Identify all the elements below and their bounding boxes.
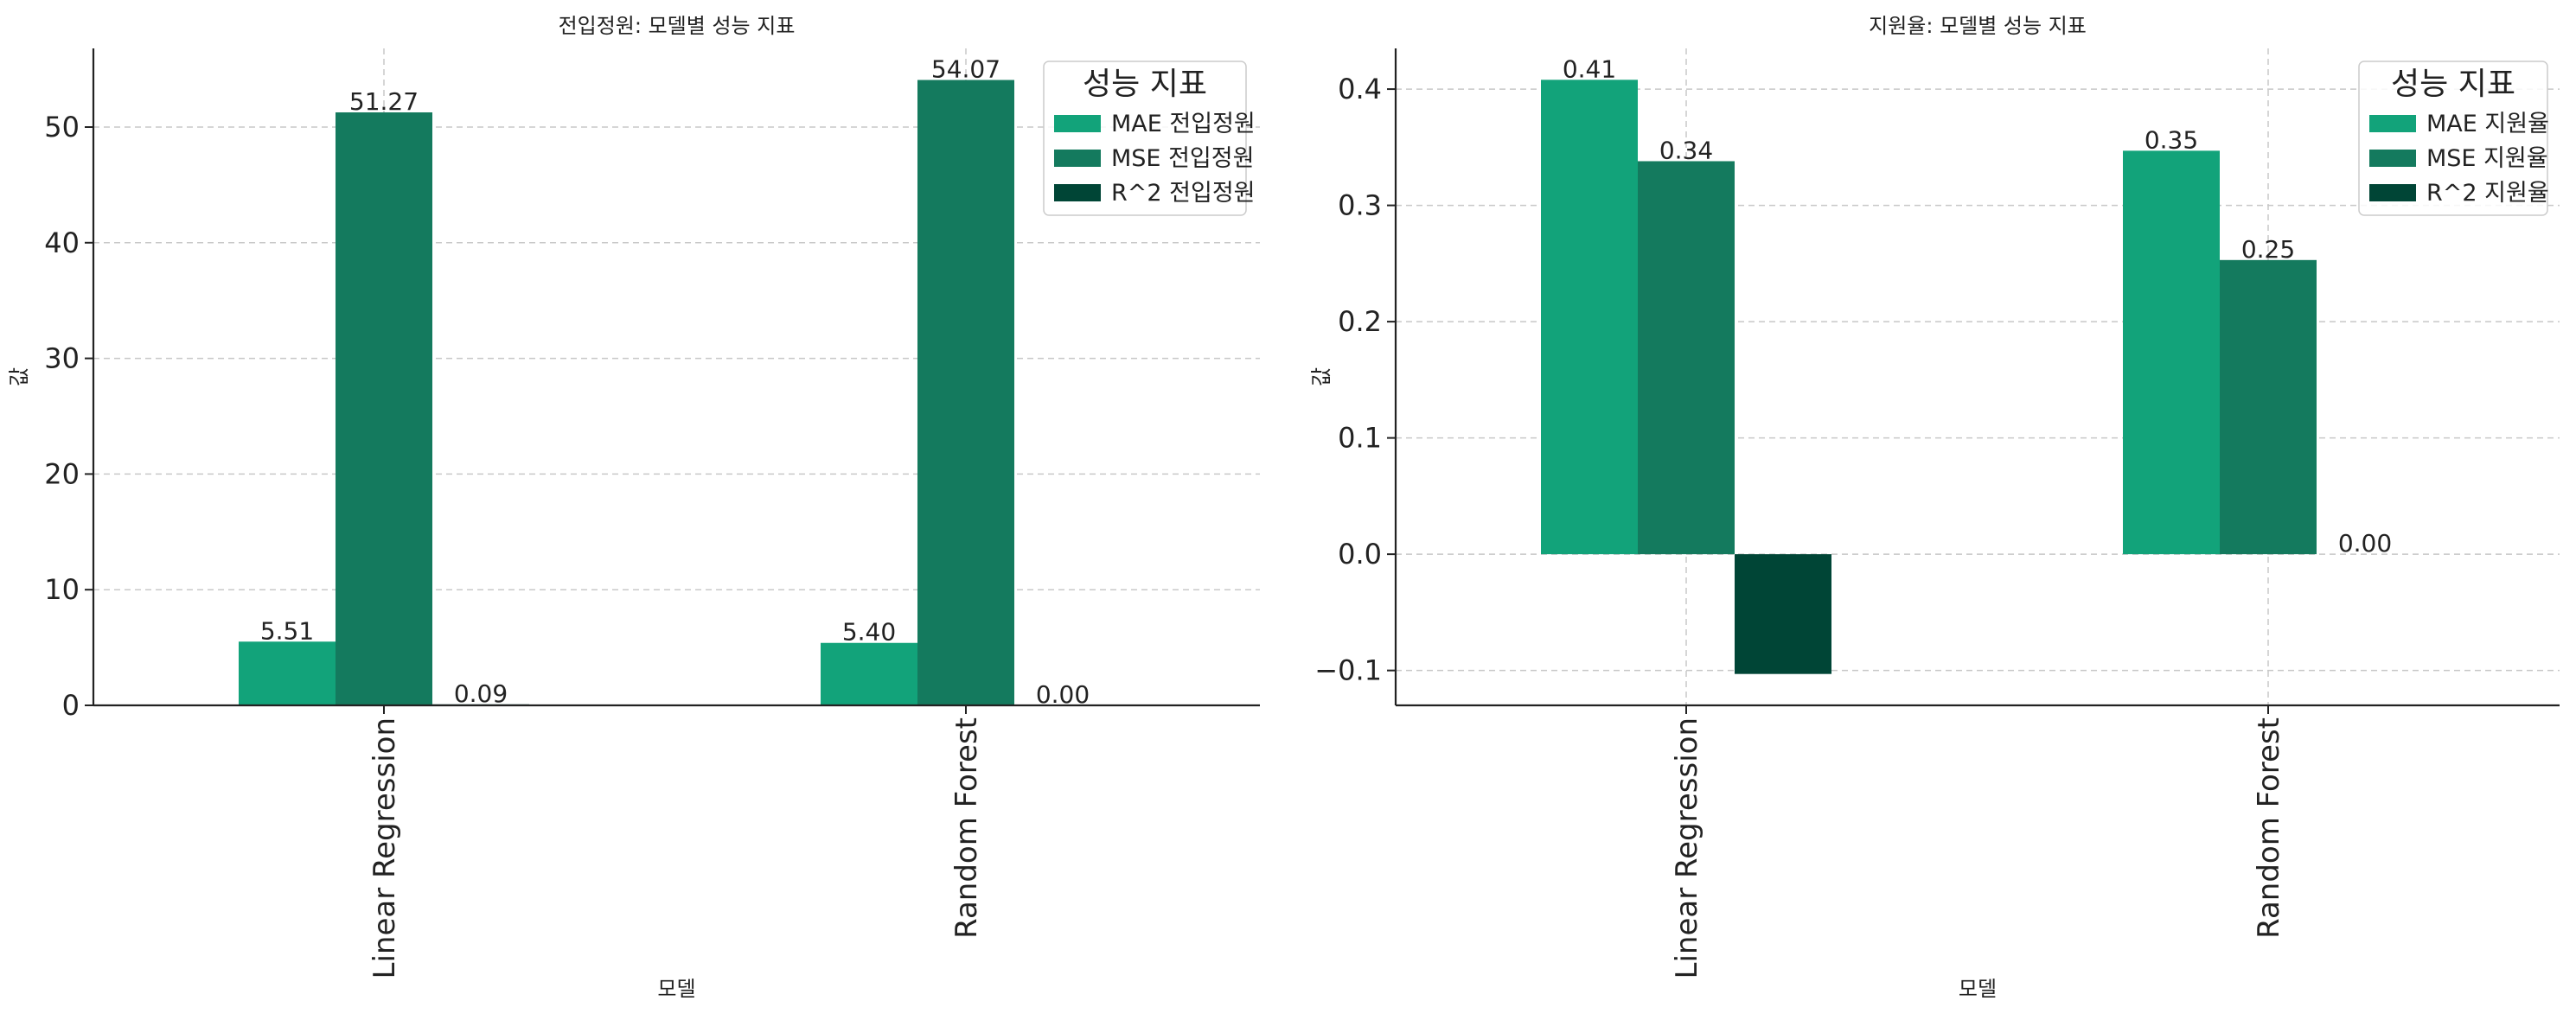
- legend-label-0-1: MSE 전입정원: [1111, 145, 1254, 172]
- legend-swatch-0-2: [1054, 184, 1101, 201]
- data-label-1-1-0: 0.35: [2145, 125, 2198, 154]
- data-label-0-0-1: 51.27: [349, 87, 419, 116]
- ytick-label-0-4: 40: [44, 226, 80, 259]
- data-label-0-1-1: 54.07: [931, 55, 1000, 84]
- ytick-label-0-1: 10: [44, 573, 80, 606]
- bar-1-1-1: [2220, 259, 2317, 555]
- xtick-label-1-0: Linear Regression: [1670, 717, 1704, 979]
- legend-swatch-0-0: [1054, 115, 1101, 132]
- y-axis-label-0: 값: [7, 367, 31, 386]
- bar-1-0-1: [1638, 161, 1735, 555]
- data-label-1-1-1: 0.25: [2241, 235, 2295, 264]
- bar-0-0-0: [239, 641, 336, 705]
- data-label-0-1-0: 5.40: [842, 618, 896, 647]
- ytick-label-1-2: 0.1: [1338, 422, 1382, 455]
- bar-0-1-1: [917, 80, 1014, 705]
- legend-title-1: 성능 지표: [2391, 67, 2515, 102]
- legend-label-1-1: MSE 지원율: [2426, 145, 2548, 172]
- legend-swatch-1-0: [2369, 115, 2416, 132]
- legend-label-1-2: R^2 지원율: [2426, 180, 2549, 207]
- y-axis-label-1: 값: [1309, 367, 1333, 386]
- legend-label-1-0: MAE 지원율: [2426, 111, 2549, 137]
- bar-0-0-1: [336, 112, 432, 706]
- ytick-label-0-5: 50: [44, 111, 80, 143]
- legend-box-0: [1043, 61, 1247, 216]
- data-label-1-0-0: 0.41: [1563, 54, 1616, 83]
- ytick-label-1-5: 0.4: [1338, 73, 1382, 105]
- xtick-label-0-1: Random Forest: [949, 717, 984, 939]
- x-axis-label-0: 모델: [657, 977, 695, 1001]
- legend-label-0-2: R^2 전입정원: [1111, 180, 1256, 207]
- bar-1-0-2: [1735, 554, 1831, 674]
- xtick-label-1-1: Random Forest: [2252, 717, 2286, 939]
- legend-title-0: 성능 지표: [1083, 67, 1207, 102]
- bar-0-1-0: [821, 642, 917, 705]
- legend-swatch-1-2: [2369, 184, 2416, 201]
- legend-swatch-1-1: [2369, 150, 2416, 167]
- data-label-1-0-1: 0.34: [1659, 136, 1713, 164]
- chart-title-1: 지원율: 모델별 성능 지표: [1869, 14, 2087, 38]
- ytick-label-1-3: 0.2: [1338, 305, 1382, 338]
- bar-1-1-0: [2123, 150, 2220, 555]
- xtick-label-0-0: Linear Regression: [368, 717, 402, 979]
- legend-box-1: [2358, 61, 2548, 216]
- data-label-1-1-2: 0.00: [2338, 529, 2392, 558]
- data-label-0-0-2: 0.09: [454, 679, 508, 708]
- legend-swatch-0-1: [1054, 150, 1101, 167]
- ytick-label-0-0: 0: [62, 689, 80, 722]
- chart-title-0: 전입정원: 모델별 성능 지표: [559, 14, 796, 38]
- bar-1-0-0: [1541, 80, 1638, 555]
- ytick-label-1-0: −0.1: [1314, 654, 1382, 687]
- ytick-label-1-4: 0.3: [1338, 189, 1382, 222]
- ytick-label-1-1: 0.0: [1338, 538, 1382, 571]
- data-label-0-0-0: 5.51: [260, 616, 314, 645]
- x-axis-label-1: 모델: [1959, 977, 1997, 1001]
- ytick-label-0-3: 30: [44, 342, 80, 375]
- legend-label-0-0: MAE 전입정원: [1111, 111, 1256, 137]
- ytick-label-0-2: 20: [44, 457, 80, 490]
- data-label-0-1-2: 0.00: [1036, 680, 1090, 709]
